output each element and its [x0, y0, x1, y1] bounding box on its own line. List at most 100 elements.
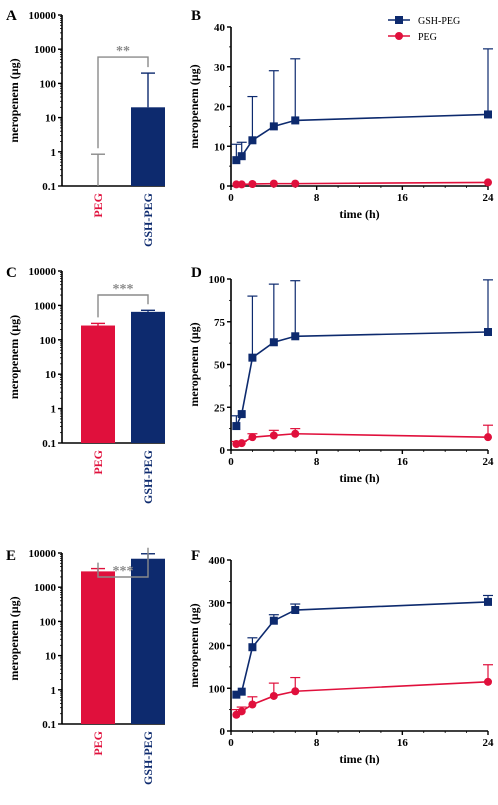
panel-letter-B: B [191, 8, 201, 24]
data-point-GSH-PEG [237, 152, 246, 161]
data-point-GSH-PEG [484, 110, 492, 119]
x-tick-label: 8 [314, 737, 320, 749]
data-point-GSH-PEG [232, 690, 241, 699]
data-point-PEG [269, 431, 278, 440]
data-point-PEG [269, 179, 278, 188]
y-tick-label: 100 [209, 683, 226, 695]
x-tick-label: 24 [483, 192, 495, 204]
panel-letter-E: E [6, 548, 16, 564]
legend-label-PEG: PEG [418, 32, 437, 43]
x-tick-label: 0 [228, 192, 234, 204]
data-point-PEG [248, 700, 257, 709]
data-point-GSH-PEG [248, 136, 257, 145]
x-axis-title: time (h) [339, 207, 379, 221]
category-label-PEG: PEG [91, 731, 105, 756]
y-tick-label: 0 [220, 181, 226, 193]
data-point-GSH-PEG [269, 616, 278, 625]
data-point-PEG [291, 429, 300, 438]
data-point-PEG [291, 179, 300, 188]
data-point-GSH-PEG [484, 328, 492, 337]
category-label-PEG: PEG [91, 193, 105, 218]
data-point-PEG [484, 677, 492, 686]
x-axis-title: time (h) [339, 752, 379, 766]
data-point-GSH-PEG [291, 332, 300, 341]
y-tick-label: 10 [45, 651, 57, 663]
y-axis-title: meropenem (µg) [187, 64, 201, 148]
data-point-PEG [269, 691, 278, 700]
data-point-GSH-PEG [269, 122, 278, 131]
data-point-GSH-PEG [237, 410, 246, 419]
data-point-GSH-PEG [232, 422, 241, 431]
panel-C: C 10000 1000 100 10 1 0.1 meropenem (µg) PEG GSH-… [6, 265, 165, 504]
y-tick-label: 1 [51, 685, 57, 697]
x-tick-label: 0 [228, 456, 234, 468]
y-tick-label: 0 [220, 445, 226, 457]
category-label-GSH-PEG: GSH-PEG [141, 731, 155, 785]
y-tick-label: 10 [214, 141, 226, 153]
panel-letter-C: C [6, 265, 17, 281]
y-tick-label: 100 [40, 616, 57, 628]
significance-bracket [97, 547, 149, 578]
x-tick-label: 24 [483, 456, 495, 468]
y-tick-label: 10000 [29, 10, 57, 22]
y-axis-title: meropenem (µg) [7, 596, 21, 680]
panel-letter-A: A [6, 8, 17, 24]
legend-marker [395, 16, 403, 24]
x-axis-title: time (h) [339, 471, 379, 485]
significance-bracket [97, 294, 149, 318]
significance-label: ** [116, 44, 130, 59]
y-tick-label: 100 [40, 335, 57, 347]
y-tick-label: 0.1 [42, 438, 56, 450]
category-label-GSH-PEG: GSH-PEG [141, 450, 155, 504]
y-tick-label: 1 [51, 147, 57, 159]
y-axis-title: meropenem (µg) [187, 322, 201, 406]
bar-PEG [81, 571, 115, 724]
bar-PEG [81, 325, 115, 443]
data-point-GSH-PEG [248, 353, 257, 362]
y-tick-label: 0.1 [42, 719, 56, 731]
y-tick-label: 10 [45, 369, 57, 381]
data-point-PEG [237, 439, 246, 448]
legend-marker [395, 32, 403, 40]
panel-B: B 0 10 20 30 40 0 8 16 24 time (h) meropenem (µg) GS… [187, 8, 494, 221]
x-tick-label: 24 [483, 737, 495, 749]
y-tick-label: 400 [209, 555, 226, 567]
legend-label-GSH-PEG: GSH-PEG [418, 16, 460, 27]
category-label-GSH-PEG: GSH-PEG [141, 193, 155, 247]
x-tick-label: 16 [397, 192, 409, 204]
bar-GSH-PEG [131, 107, 165, 186]
data-point-PEG [484, 433, 492, 442]
y-tick-label: 0.1 [42, 181, 56, 193]
y-axis-title: meropenem (µg) [187, 603, 201, 687]
data-point-GSH-PEG [484, 597, 492, 606]
y-axis-title: meropenem (µg) [7, 58, 21, 142]
data-point-GSH-PEG [232, 156, 241, 165]
data-point-PEG [484, 178, 492, 187]
y-tick-label: 100 [209, 274, 226, 286]
data-point-PEG [237, 707, 246, 716]
bar-GSH-PEG [131, 311, 165, 443]
y-tick-label: 200 [209, 641, 226, 653]
y-tick-label: 10 [45, 113, 57, 125]
x-tick-label: 16 [397, 737, 409, 749]
y-tick-label: 10000 [29, 548, 57, 560]
panel-letter-D: D [191, 265, 202, 281]
y-tick-label: 1 [51, 404, 57, 416]
y-tick-label: 1000 [34, 44, 57, 56]
y-tick-label: 50 [214, 360, 226, 372]
y-tick-label: 25 [214, 402, 226, 414]
panel-F: F 0 100 200 300 400 0 8 16 24 time (h) meropenem (µ… [187, 548, 494, 766]
y-tick-label: 40 [214, 22, 226, 34]
y-tick-label: 20 [214, 102, 226, 114]
y-tick-label: 10000 [29, 266, 57, 278]
y-tick-label: 1000 [34, 300, 57, 312]
data-point-PEG [237, 180, 246, 189]
bar-GSH-PEG [131, 558, 165, 724]
y-tick-label: 100 [40, 78, 57, 90]
panel-A: A 10000 1000 100 10 1 0.1 meropenem (µg) PEG GSH-… [6, 8, 165, 247]
x-tick-label: 8 [314, 456, 320, 468]
significance-bracket [97, 56, 149, 149]
category-label-PEG: PEG [91, 450, 105, 475]
